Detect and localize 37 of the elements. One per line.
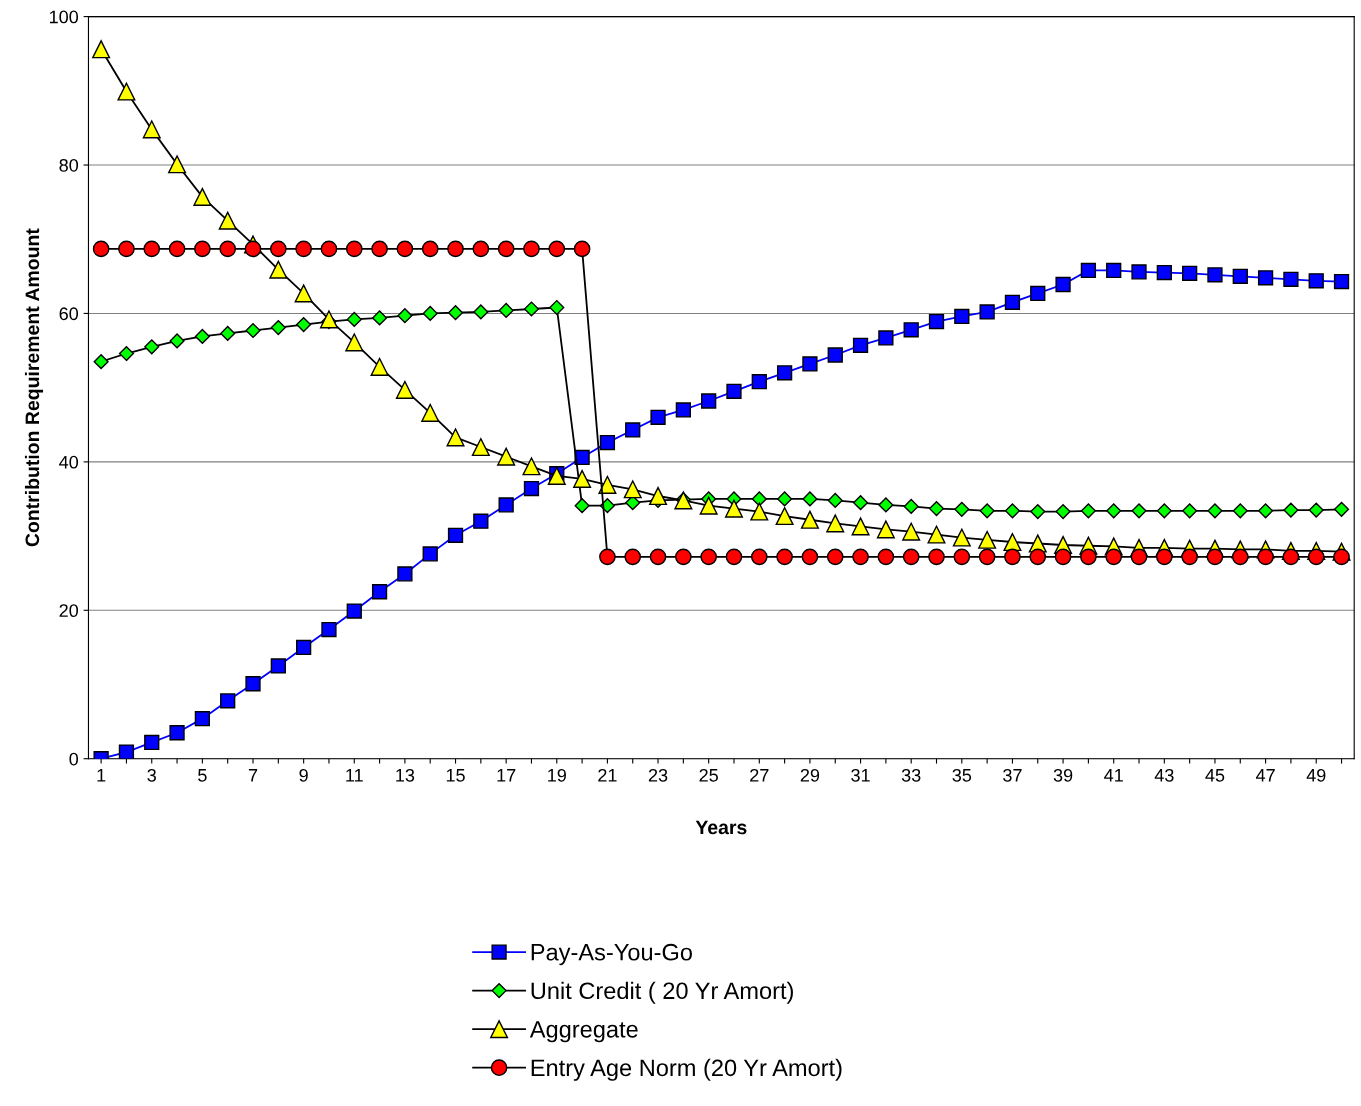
x-tick-label: 49 (1306, 768, 1326, 782)
x-axis-title: Years (695, 820, 747, 835)
x-tick-label: 33 (901, 768, 921, 782)
x-tick-label: 3 (147, 768, 156, 782)
legend-label: Pay-As-You-Go (531, 943, 692, 966)
x-tick-label: 37 (1003, 768, 1022, 782)
x-tick-label: 13 (396, 768, 415, 782)
y-tick-label: 100 (50, 10, 79, 24)
x-tick-label: 41 (1104, 769, 1123, 782)
x-tick-label: 11 (346, 769, 363, 782)
y-tick-label: 60 (59, 307, 79, 321)
y-tick-label: 40 (59, 455, 79, 469)
y-axis-title: Contribution Requirement Amount (24, 228, 44, 547)
x-tick-label: 29 (800, 768, 820, 782)
x-tick-label: 47 (1255, 769, 1275, 782)
x-tick-label: 27 (750, 768, 769, 782)
legend-label: Aggregate (529, 1021, 638, 1043)
x-tick-label: 1 (97, 769, 106, 782)
x-tick-label: 9 (299, 768, 308, 782)
x-tick-label: 35 (952, 768, 972, 782)
x-tick-label: 45 (1205, 769, 1225, 782)
y-tick-label: 80 (59, 158, 79, 172)
legend-label: Unit Credit ( 20 Yr Amort) (531, 981, 793, 1004)
legend-label: Entry Age Norm (20 Yr Amort) (531, 1058, 842, 1081)
x-tick-label: 31 (851, 768, 870, 782)
x-tick-label: 21 (598, 768, 617, 782)
y-tick-label: 20 (59, 604, 79, 618)
x-tick-label: 19 (548, 768, 566, 782)
x-tick-label: 17 (497, 769, 516, 782)
x-tick-label: 15 (446, 769, 465, 782)
x-tick-label: 23 (648, 768, 668, 782)
x-tick-label: 5 (198, 769, 207, 782)
y-tick-label: 0 (69, 752, 79, 766)
x-tick-label: 25 (699, 768, 718, 782)
x-tick-label: 39 (1053, 768, 1073, 782)
x-tick-label: 43 (1154, 768, 1174, 782)
x-tick-label: 7 (248, 769, 258, 782)
